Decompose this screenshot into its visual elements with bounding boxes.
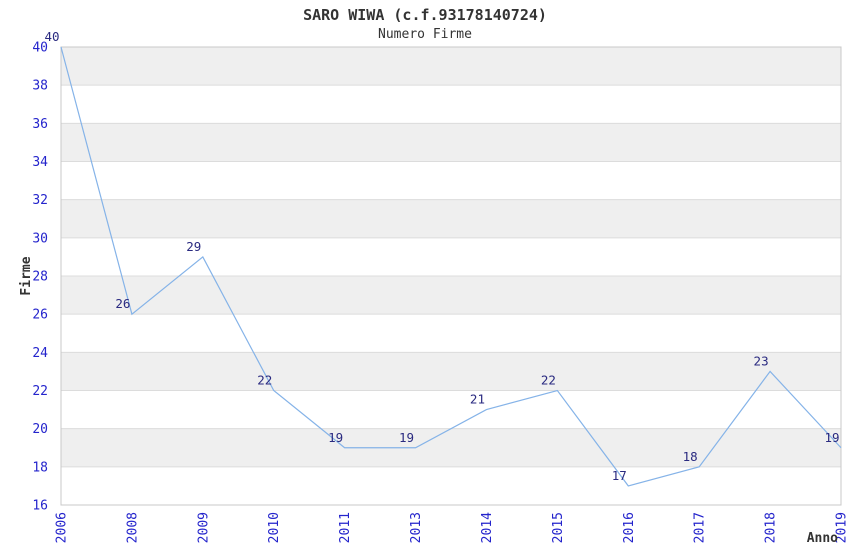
data-label: 29 <box>186 239 201 254</box>
plot-border <box>60 46 842 506</box>
x-tick-label: 2017 <box>693 512 708 543</box>
data-label: 18 <box>683 449 698 464</box>
x-tick-label: 2016 <box>622 512 637 543</box>
data-label: 22 <box>257 373 272 388</box>
data-label: 19 <box>328 430 343 445</box>
grid-band <box>61 428 841 467</box>
x-tick-label: 2018 <box>764 512 779 543</box>
y-tick-label: 26 <box>32 308 48 323</box>
y-tick-label: 28 <box>32 270 48 285</box>
data-label: 19 <box>399 430 414 445</box>
grid-band <box>61 123 841 162</box>
y-tick-label: 16 <box>32 499 48 514</box>
data-label: 40 <box>44 29 59 44</box>
y-tick-label: 38 <box>32 79 48 94</box>
x-tick-label: 2019 <box>835 512 850 543</box>
data-label: 17 <box>612 468 627 483</box>
x-tick-label: 2013 <box>409 512 424 543</box>
x-tick-label: 2011 <box>338 512 353 543</box>
y-tick-label: 24 <box>32 346 48 361</box>
x-tick-label: 2009 <box>196 512 211 543</box>
y-tick-label: 20 <box>32 422 48 437</box>
chart-title: SARO WIWA (c.f.93178140724) <box>303 6 547 24</box>
x-tick-label: 2008 <box>125 512 140 543</box>
x-tick-label: 2006 <box>55 512 70 543</box>
chart-subtitle: Numero Firme <box>378 27 472 42</box>
y-tick-label: 36 <box>32 117 48 132</box>
x-axis-title: Anno <box>807 531 838 546</box>
x-tick-label: 2015 <box>551 512 566 543</box>
grid-band <box>61 199 841 238</box>
data-label: 21 <box>470 392 485 407</box>
y-tick-label: 40 <box>32 41 48 56</box>
grid-band <box>61 352 841 391</box>
y-tick-label: 32 <box>32 193 48 208</box>
data-label: 23 <box>754 353 769 368</box>
grid-band <box>61 47 841 86</box>
y-tick-label: 30 <box>32 231 48 246</box>
series-line <box>60 46 842 487</box>
grid-band <box>61 276 841 315</box>
y-axis-title: Firme <box>19 256 34 295</box>
data-label: 22 <box>541 373 556 388</box>
x-tick-label: 2010 <box>267 512 282 543</box>
y-tick-label: 22 <box>32 384 48 399</box>
x-tick-label: 2014 <box>480 512 495 543</box>
data-label: 19 <box>824 430 839 445</box>
data-label: 26 <box>115 296 130 311</box>
y-tick-label: 34 <box>32 155 48 170</box>
y-tick-label: 18 <box>32 460 48 475</box>
